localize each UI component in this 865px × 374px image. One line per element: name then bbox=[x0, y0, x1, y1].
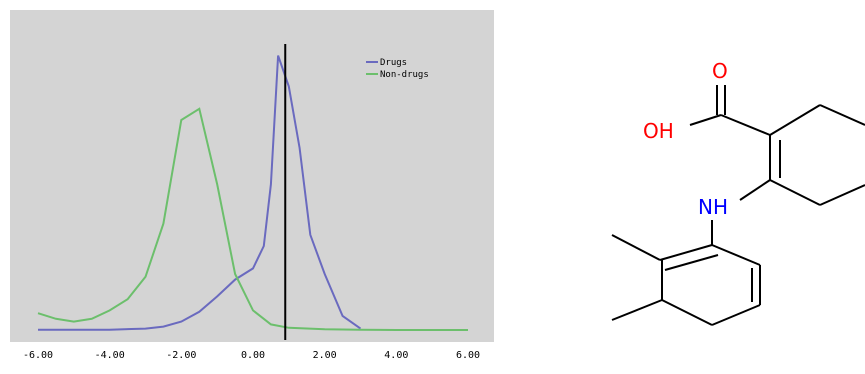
atom-hydroxyl-label: OH bbox=[643, 119, 674, 143]
x-tick-label: 4.00 bbox=[384, 350, 408, 361]
legend: Drugs Non-drugs bbox=[366, 58, 429, 80]
legend-label: Drugs bbox=[380, 58, 407, 68]
x-tick-label: -6.00 bbox=[23, 350, 53, 361]
molecule-structure: O OH NH bbox=[611, 59, 865, 326]
x-tick-label: 6.00 bbox=[456, 350, 480, 361]
series-line-non-drugs bbox=[37, 107, 468, 331]
plot-background bbox=[10, 10, 494, 342]
x-tick-label: 2.00 bbox=[313, 350, 337, 361]
x-tick-label: 0.00 bbox=[241, 350, 265, 361]
atom-amine-label: NH bbox=[698, 195, 728, 219]
distribution-chart: -6.00 -4.00 -2.00 0.00 2.00 4.00 6.00 Drugs Non… bbox=[10, 10, 494, 361]
legend-label: Non-drugs bbox=[380, 70, 429, 80]
x-tick-label: -4.00 bbox=[95, 350, 125, 361]
series-line-drugs bbox=[38, 55, 362, 331]
molecule-bonds bbox=[611, 85, 865, 326]
atom-oxygen-label: O bbox=[712, 59, 728, 83]
x-tick-label: -2.00 bbox=[166, 350, 196, 361]
